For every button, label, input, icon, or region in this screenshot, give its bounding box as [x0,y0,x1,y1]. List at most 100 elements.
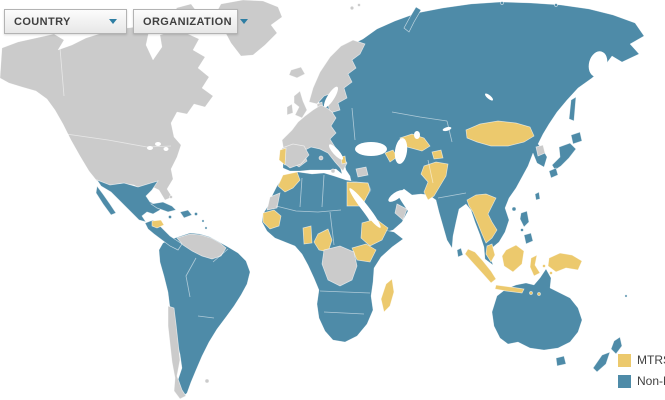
country-cuba[interactable] [150,201,177,213]
country-united-kingdom[interactable] [293,90,308,119]
region-borneo[interactable] [501,244,525,273]
region-moluccas-1[interactable] [542,264,546,268]
region-tasmania[interactable] [555,355,567,367]
country-pakistan[interactable] [420,161,449,201]
region-sakhalin[interactable] [568,96,577,122]
country-mexico-baja[interactable] [95,185,117,216]
legend-swatch-mtrs [618,353,631,367]
region-moluccas-2[interactable] [549,271,553,275]
sea-red [349,188,381,228]
border-south-africa [323,311,365,315]
country-chile[interactable] [167,305,187,400]
country-iceland[interactable] [288,66,306,79]
legend-swatch-non-mtrs [618,374,631,388]
region-novaya-zemlya[interactable] [403,6,422,33]
border-algeria-libya [321,174,325,208]
border-peru-brazil [185,257,197,298]
country-tajikistan[interactable] [431,149,444,160]
region-sardinia[interactable] [318,155,324,161]
country-malaysia[interactable] [485,243,496,263]
region-new-guinea[interactable] [547,252,583,273]
lake-huron [155,142,161,146]
border-us-canada [65,133,172,148]
sea-caspian [394,138,408,164]
country-sri-lanka[interactable] [456,247,464,258]
region-hainan[interactable] [511,206,517,212]
country-dropdown[interactable]: COUNTRY [4,9,127,34]
region-venezuela-guyanas[interactable] [176,233,227,260]
country-antilles-2[interactable] [204,226,208,230]
border-russia-kazakhstan [391,111,448,122]
legend-label-non-mtrs: Non-MTRS [637,374,665,388]
country-japan-kyushu[interactable] [548,167,559,179]
region-lesser-sunda-1[interactable] [529,291,533,295]
country-portugal[interactable] [278,147,287,166]
country-mongolia[interactable] [465,120,535,147]
region-arctic-isle-ru-2[interactable] [554,3,558,7]
border-iran-afghanistan [427,159,434,184]
organization-dropdown-label: ORGANIZATION [143,15,232,28]
lake-ontario [163,147,169,151]
country-japan-hokkaido[interactable] [570,131,583,145]
region-svalbard-1[interactable] [349,5,355,11]
map-layer-borders [59,47,467,319]
country-jamaica[interactable] [168,215,172,219]
country-bahamas[interactable] [169,195,173,199]
region-western-sahara[interactable] [266,192,281,211]
country-philippines-luzon[interactable] [519,210,530,228]
region-lesser-sunda-2[interactable] [537,292,541,296]
sea-baltic [323,86,339,108]
map-layer-water [147,51,608,228]
country-philippines-mindanao[interactable] [523,232,534,245]
legend-color-non-mtrs [618,374,631,388]
region-togo-benin[interactable] [302,225,313,245]
region-fiji[interactable] [624,294,628,298]
border-india-china [437,192,467,199]
region-sulawesi[interactable] [529,254,541,277]
organization-dropdown[interactable]: ORGANIZATION [133,9,248,34]
border-kazakhstan-china [446,120,453,143]
country-madagascar[interactable] [380,278,395,313]
country-honduras[interactable] [151,219,165,229]
map-layer-base [0,0,645,399]
country-puerto-rico[interactable] [194,212,198,216]
region-taiwan[interactable] [534,191,541,201]
country-syria[interactable] [355,166,369,178]
region-kenya-uganda[interactable] [351,243,377,263]
country-ireland[interactable] [286,103,294,116]
country-antilles-1[interactable] [201,219,205,223]
chevron-down-icon [109,19,117,24]
country-new-zealand-south[interactable] [592,351,611,373]
country-hispaniola[interactable] [179,209,193,219]
region-oman-uae[interactable] [394,203,408,221]
region-indochina[interactable] [466,193,498,244]
region-senegal-guinea[interactable] [262,209,282,230]
region-sicily[interactable] [330,168,336,174]
country-morocco[interactable] [277,171,301,193]
country-north-korea[interactable] [535,144,546,157]
lake-baikal [484,93,494,101]
region-sumatra[interactable] [464,248,497,284]
legend-item-non-mtrs: Non-MTRS [618,374,665,388]
region-arctic-isle-ru-1[interactable] [500,1,504,5]
region-north-america[interactable] [0,26,214,201]
border-nigeria-chad [329,211,335,246]
border-sahel [275,205,342,213]
map-layer-countries [95,1,628,400]
country-dr-congo[interactable] [321,245,358,287]
sea-okhotsk [588,51,608,77]
country-japan-honshu[interactable] [551,142,577,171]
region-falklands[interactable] [204,378,210,384]
region-svalbard-2[interactable] [357,3,361,7]
region-java[interactable] [494,284,525,294]
country-australia[interactable] [491,268,583,351]
sea-black [355,142,387,156]
border-east-europe [351,107,356,141]
country-new-zealand-north[interactable] [610,336,623,355]
legend-color-mtrs [618,353,631,367]
country-egypt[interactable] [346,181,371,207]
country-philippines-visayas[interactable] [520,228,524,232]
map-legend: MTRS Non-MTRS [618,353,665,395]
border-alaska-canada [59,47,65,97]
